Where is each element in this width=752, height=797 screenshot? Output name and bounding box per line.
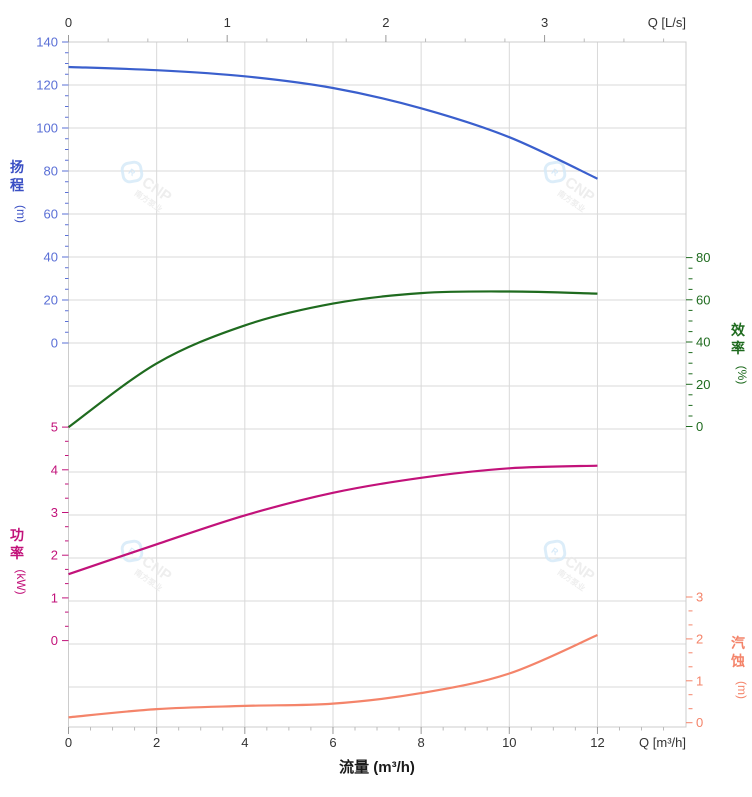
svg-text:1: 1 [51,590,58,605]
svg-text:1: 1 [696,673,703,688]
svg-text:0: 0 [696,419,703,434]
svg-text:60: 60 [44,207,58,222]
svg-text:0: 0 [51,336,58,351]
svg-text:8: 8 [418,735,425,750]
svg-text:6: 6 [329,735,336,750]
svg-text:Q [L/s]: Q [L/s] [648,15,686,30]
svg-text:12: 12 [590,735,604,750]
svg-text:2: 2 [382,15,389,30]
svg-text:4: 4 [241,735,248,750]
svg-text:0: 0 [696,715,703,730]
svg-text:120: 120 [36,78,58,93]
svg-text:2: 2 [51,548,58,563]
svg-text:3: 3 [541,15,548,30]
svg-text:流量 (m³/h): 流量 (m³/h) [339,758,415,776]
svg-text:20: 20 [696,377,710,392]
svg-text:程: 程 [10,177,24,193]
svg-text:80: 80 [44,164,58,179]
svg-text:0: 0 [51,633,58,648]
svg-text:效: 效 [731,322,746,338]
svg-text:20: 20 [44,293,58,308]
svg-text:40: 40 [44,250,58,265]
svg-text:(m): (m) [735,681,749,699]
svg-text:Q [m³/h]: Q [m³/h] [639,735,686,750]
svg-text:(m): (m) [14,205,28,223]
svg-text:扬: 扬 [10,159,24,175]
svg-text:1: 1 [224,15,231,30]
svg-text:0: 0 [65,15,72,30]
svg-text:(%): (%) [735,366,749,385]
svg-text:140: 140 [36,35,58,50]
svg-text:率: 率 [10,545,24,561]
svg-text:3: 3 [51,505,58,520]
svg-text:2: 2 [153,735,160,750]
svg-text:率: 率 [731,340,745,356]
svg-text:60: 60 [696,293,710,308]
svg-text:5: 5 [51,420,58,435]
svg-text:10: 10 [502,735,516,750]
svg-text:蚀: 蚀 [730,653,745,669]
svg-text:2: 2 [696,631,703,646]
svg-text:汽: 汽 [731,635,745,651]
svg-text:80: 80 [696,250,710,265]
svg-text:100: 100 [36,121,58,136]
svg-text:40: 40 [696,335,710,350]
svg-text:3: 3 [696,590,703,605]
svg-text:功: 功 [10,527,24,543]
svg-text:0: 0 [65,735,72,750]
svg-text:4: 4 [51,462,58,477]
svg-text:(kW): (kW) [14,569,28,594]
